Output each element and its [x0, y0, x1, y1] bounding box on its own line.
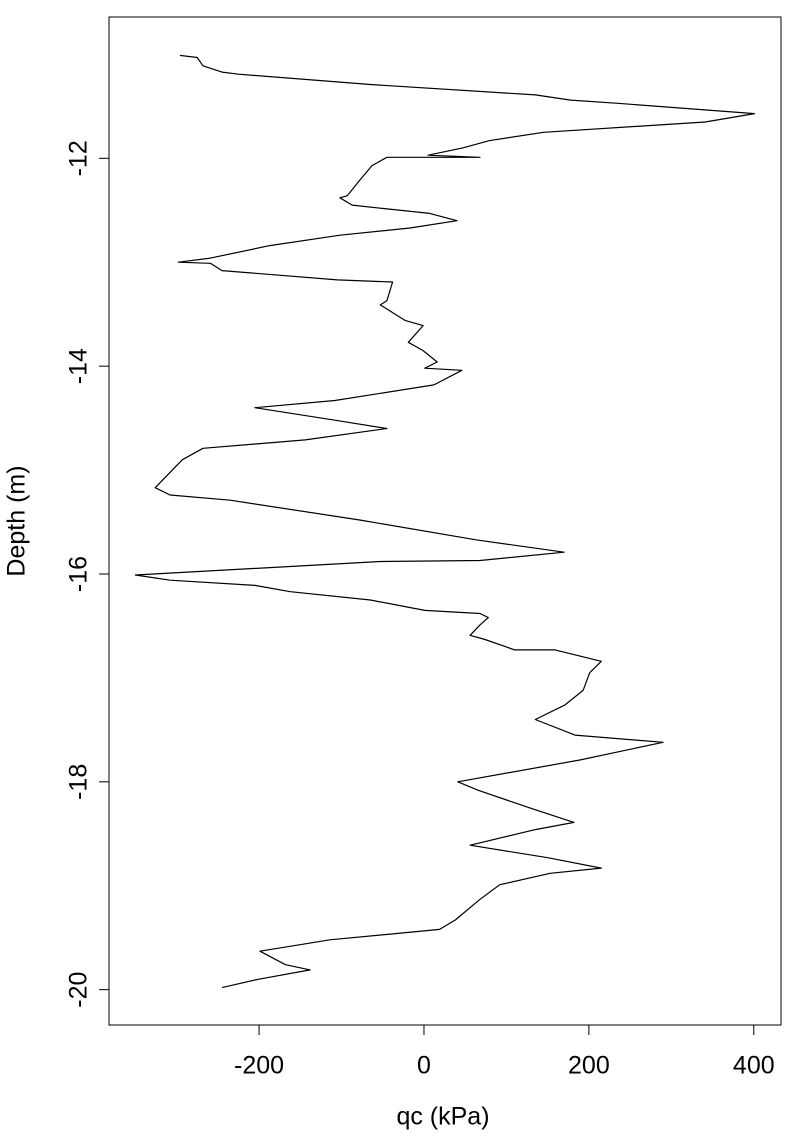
x-tick-label: 0 — [417, 1052, 431, 1080]
y-tick-label: -18 — [65, 764, 93, 800]
y-tick-label: -16 — [65, 556, 93, 592]
y-tick-label: -20 — [65, 972, 93, 1008]
data-line — [134, 54, 756, 989]
x-axis-label: qc (kPa) — [396, 1103, 489, 1131]
y-axis-label: Depth (m) — [3, 465, 31, 576]
y-tick-label: -14 — [65, 348, 93, 384]
y-tick-label: -12 — [65, 140, 93, 176]
x-tick-label: 400 — [733, 1052, 775, 1080]
x-tick-label: 200 — [568, 1052, 610, 1080]
plot-box — [108, 16, 782, 1026]
x-tick-label: -200 — [234, 1052, 284, 1080]
